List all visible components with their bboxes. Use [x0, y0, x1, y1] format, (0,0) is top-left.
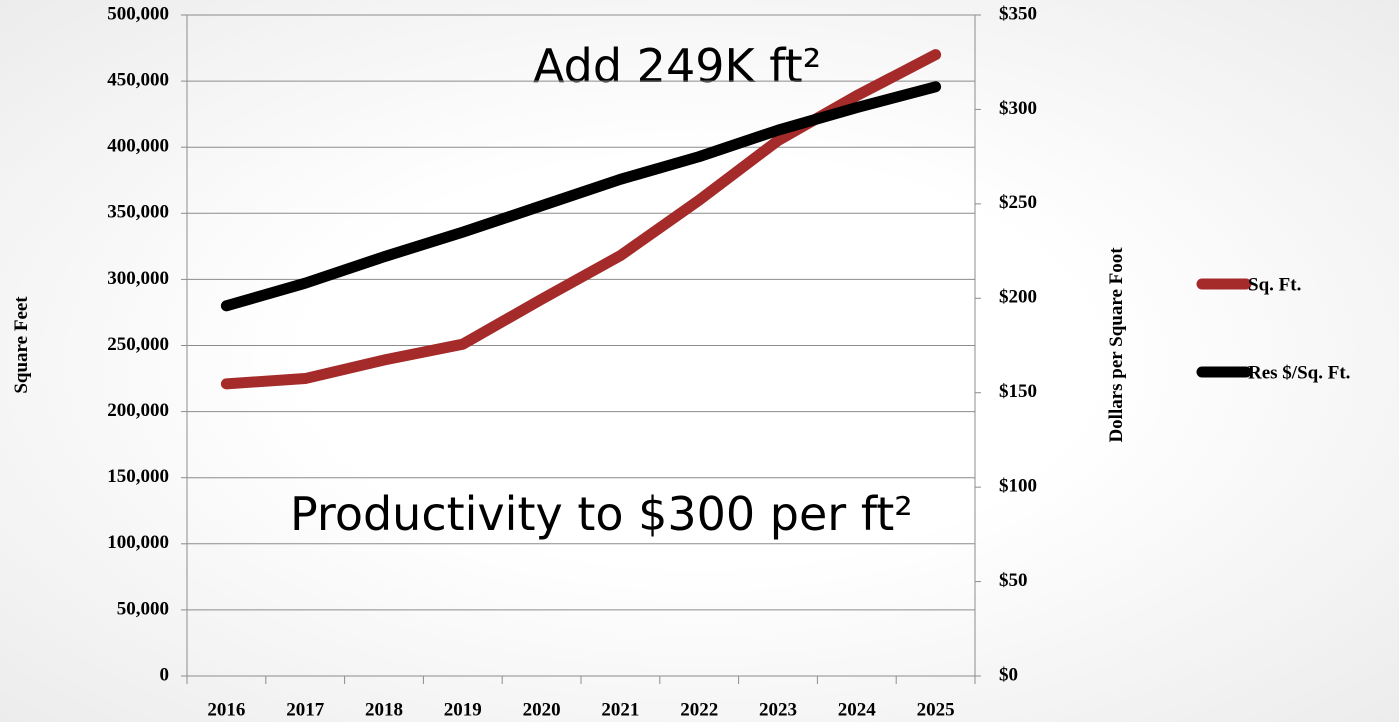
x-tick-label: 2023 — [759, 699, 797, 720]
y2-tick-label: $350 — [999, 3, 1037, 24]
x-tick-label: 2017 — [286, 699, 325, 720]
annotation: Productivity to $300 per ft² — [290, 487, 913, 541]
series-line — [220, 49, 942, 390]
y-tick-label: 450,000 — [107, 69, 169, 90]
y2-tick-label: $100 — [999, 476, 1037, 497]
y2-tick-label: $0 — [999, 664, 1018, 685]
y2-tick-label: $150 — [999, 381, 1037, 402]
y-tick-label: 100,000 — [107, 532, 169, 553]
y-tick-label: 0 — [160, 664, 170, 685]
y-tick-label: 500,000 — [107, 3, 169, 24]
y-tick-label: 150,000 — [107, 466, 169, 487]
series-line — [220, 81, 942, 312]
y2-axis-title: Dollars per Square Foot — [1106, 247, 1127, 443]
x-tick-label: 2021 — [601, 699, 639, 720]
x-tick-label: 2019 — [444, 699, 482, 720]
legend-label: Res $/Sq. Ft. — [1248, 362, 1350, 383]
y-tick-label: 350,000 — [107, 202, 169, 223]
y2-tick-label: $50 — [999, 570, 1028, 591]
annotation: Add 249K ft² — [533, 39, 821, 93]
y-tick-label: 300,000 — [107, 268, 169, 289]
y2-tick-label: $250 — [999, 192, 1037, 213]
y2-tick-label: $300 — [999, 98, 1037, 119]
x-tick-label: 2025 — [917, 699, 955, 720]
legend-label: Sq. Ft. — [1248, 274, 1301, 295]
y-tick-label: 200,000 — [107, 400, 169, 421]
y-tick-label: 250,000 — [107, 334, 169, 355]
y-axis-title: Square Feet — [11, 296, 32, 394]
x-tick-label: 2022 — [680, 699, 718, 720]
x-tick-label: 2018 — [365, 699, 403, 720]
x-tick-label: 2016 — [207, 699, 245, 720]
x-tick-label: 2024 — [838, 699, 877, 720]
x-tick-label: 2020 — [523, 699, 561, 720]
y2-tick-label: $200 — [999, 287, 1037, 308]
y-tick-label: 400,000 — [107, 136, 169, 157]
y-tick-label: 50,000 — [117, 598, 169, 619]
